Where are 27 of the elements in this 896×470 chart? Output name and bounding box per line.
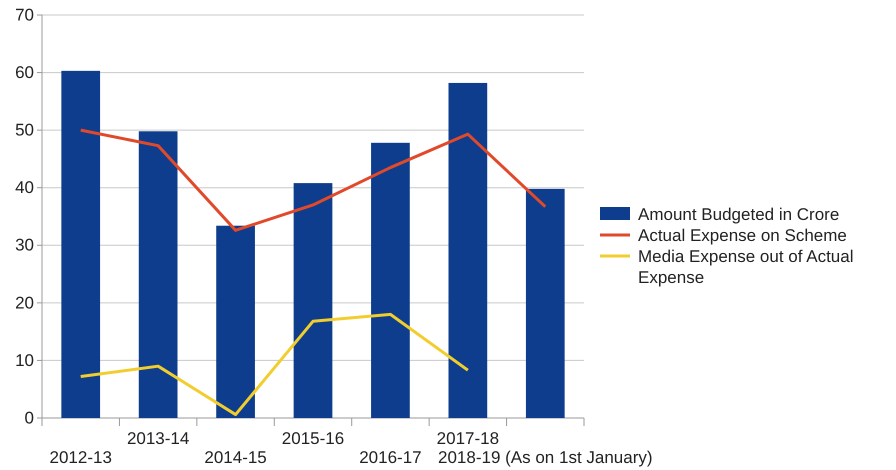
x-tick-label: 2012-13 [50,448,112,467]
x-tick-label: 2016-17 [359,448,422,467]
y-tick-label: 40 [15,178,34,198]
bar [138,131,178,418]
x-tick-label: 2013-14 [126,429,190,448]
legend-label: Media Expense out of Actual Expense [638,247,854,287]
bar [294,183,332,418]
y-tick-label: 70 [15,5,34,24]
legend-label: Amount Budgeted in Crore [638,205,840,224]
legend-label: Actual Expense on Scheme [638,226,847,245]
line-series [79,312,470,416]
y-tick-label: 50 [15,120,34,140]
x-tick-label: 2018-19 (As on 1st January) [438,448,653,467]
bar [526,188,565,418]
bar [61,70,100,418]
x-tick-label: 2015-16 [282,429,344,448]
x-tick-label: 2014-15 [204,448,267,467]
line-series [79,128,547,232]
bar [371,142,410,418]
y-tick-label: 30 [15,236,34,255]
x-tick-label: 2017-18 [436,429,500,448]
y-tick-label: 10 [15,350,34,370]
y-tick-label: 20 [15,293,34,312]
bar [216,226,255,418]
bar [448,82,488,418]
y-tick-label: 60 [15,63,34,82]
y-tick-label: 0 [24,408,34,428]
